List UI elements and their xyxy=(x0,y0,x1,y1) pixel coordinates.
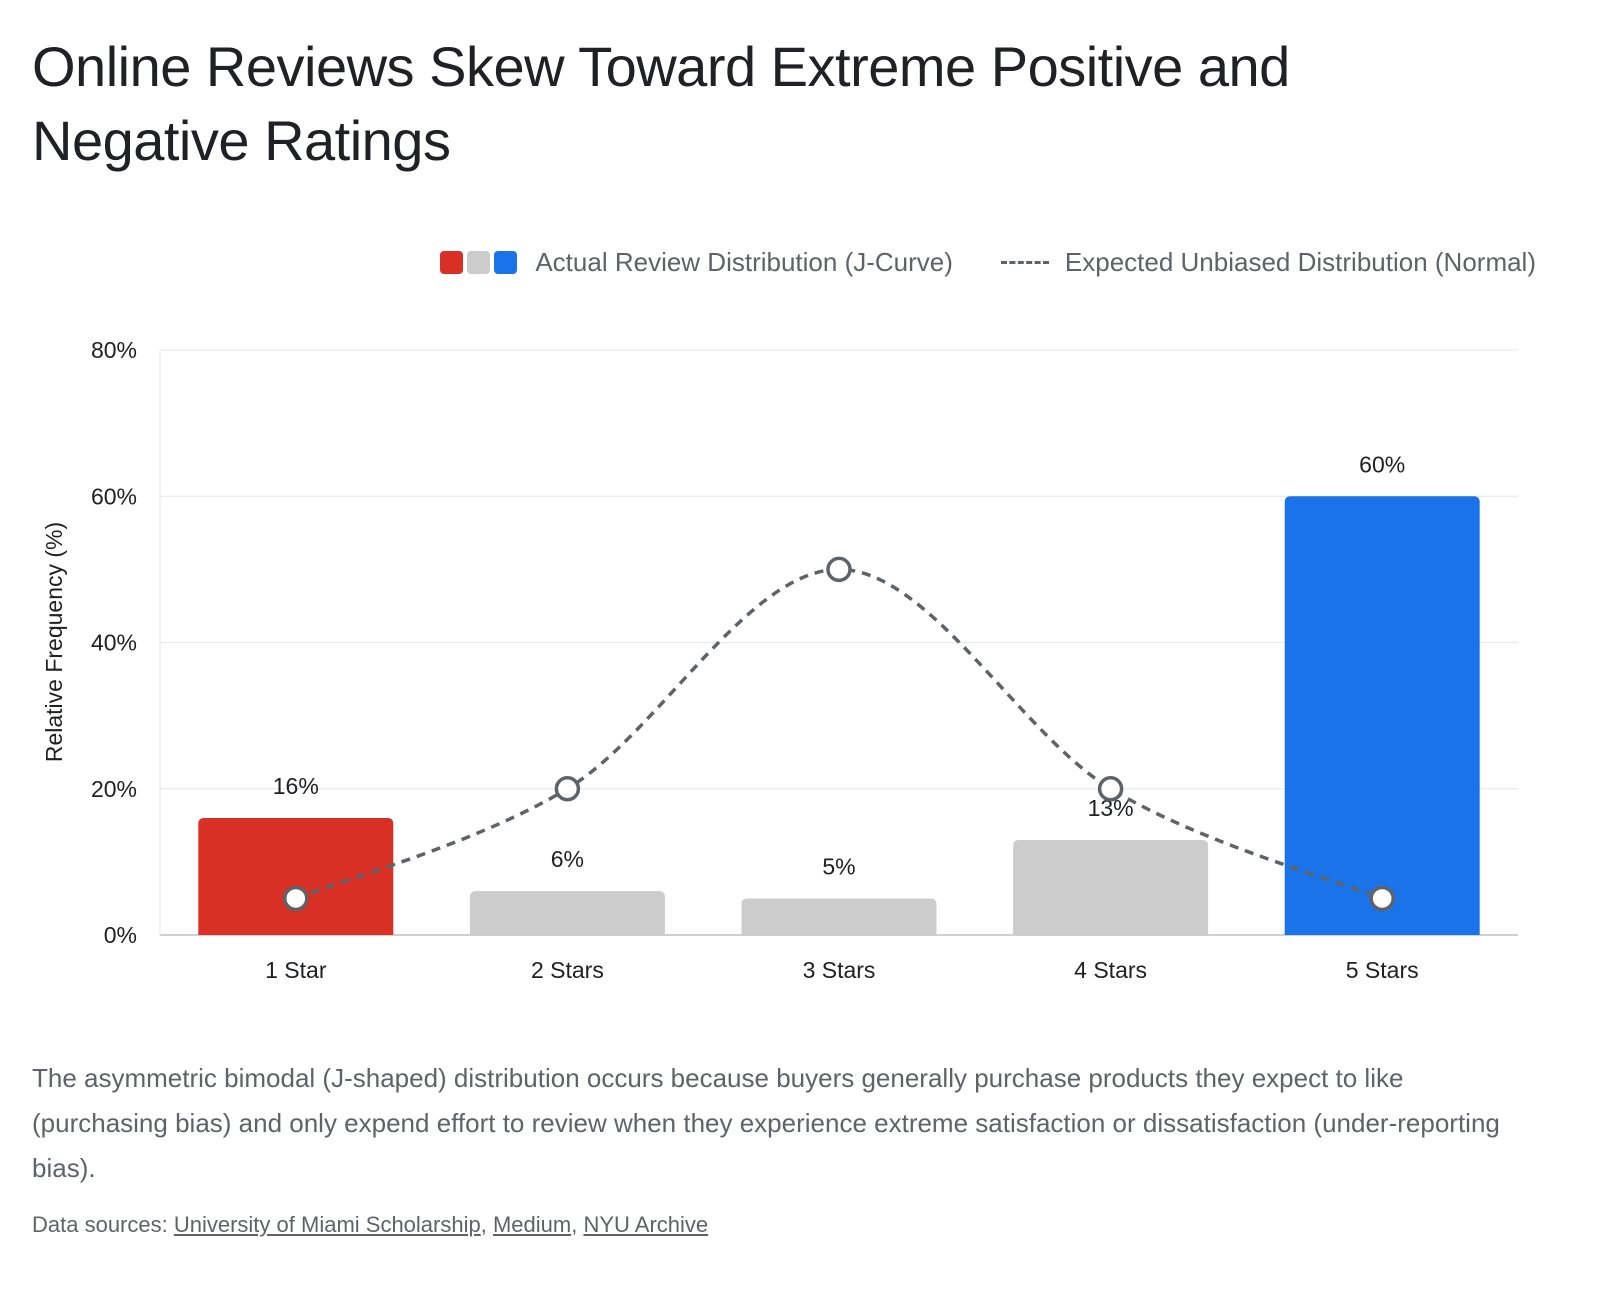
bar-3-star xyxy=(741,898,937,935)
expected-point xyxy=(1097,776,1124,802)
sources-prefix: Data sources: xyxy=(32,1212,174,1237)
source-link-medium[interactable]: Medium xyxy=(492,1212,572,1237)
y-tick-label: 20% xyxy=(91,776,137,802)
chart-title: Online Reviews Skew Toward Extreme Posit… xyxy=(32,35,1290,172)
expected-line-series xyxy=(283,556,1395,912)
legend-expected-label: Expected Unbiased Distribution (Normal) xyxy=(1064,246,1536,277)
y-tick-label: 40% xyxy=(91,630,137,656)
expected-line xyxy=(295,567,1383,901)
expected-point xyxy=(554,776,581,802)
bars xyxy=(198,496,1480,935)
y-tick-label: 60% xyxy=(91,483,137,509)
data-sources: Data sources: University of Miami Schola… xyxy=(32,1212,709,1237)
x-tick-labels: 1 Star 2 Stars 3 Stars 4 Stars 5 Stars xyxy=(265,957,1419,983)
legend-swatch-red xyxy=(440,250,464,274)
bar-4-star xyxy=(1013,839,1209,935)
y-tick-labels: 0% 20% 40% 60% 80% xyxy=(91,337,137,948)
bar-value-label: 60% xyxy=(1359,451,1405,477)
expected-point xyxy=(1369,885,1395,912)
chart-description: The asymmetric bimodal (J-shaped) distri… xyxy=(32,1063,1500,1183)
bar-1-star xyxy=(198,818,394,935)
bar-value-label: 6% xyxy=(551,846,584,872)
legend-actual-swatches xyxy=(440,250,521,274)
legend-swatch-blue xyxy=(494,250,518,274)
bar-value-label: 5% xyxy=(822,853,855,879)
x-tick-label: 1 Star xyxy=(265,957,327,983)
x-tick-label: 5 Stars xyxy=(1346,957,1419,983)
chart-legend: Actual Review Distribution (J-Curve) Exp… xyxy=(440,244,1536,280)
legend-actual-label: Actual Review Distribution (J-Curve) xyxy=(535,246,953,277)
legend-dashed-line-icon xyxy=(1000,260,1049,264)
source-link-university-of-miami[interactable]: University of Miami Scholarship xyxy=(173,1212,481,1237)
source-link-nyu-archive[interactable]: NYU Archive xyxy=(583,1212,709,1237)
expected-point xyxy=(826,556,852,583)
bar-value-labels: 16%6% 5%13%60% xyxy=(273,451,1405,879)
y-axis-label: Relative Frequency (%) xyxy=(41,522,67,762)
bar-5-star xyxy=(1284,496,1480,935)
y-tick-label: 0% xyxy=(104,922,137,948)
chart-plot: 0%20%40%60%80% 16%6% 5%13%60% 1 Star 2 Sta… xyxy=(41,337,1518,983)
expected-point xyxy=(283,885,309,912)
x-tick-label: 3 Stars xyxy=(803,957,876,983)
bar-value-label: 16% xyxy=(273,773,319,799)
y-tick-label: 80% xyxy=(91,337,137,363)
bar-2-star xyxy=(469,891,665,935)
legend-swatch-gray xyxy=(467,250,491,274)
x-tick-label: 2 Stars xyxy=(531,957,604,983)
x-tick-label: 4 Stars xyxy=(1074,957,1147,983)
